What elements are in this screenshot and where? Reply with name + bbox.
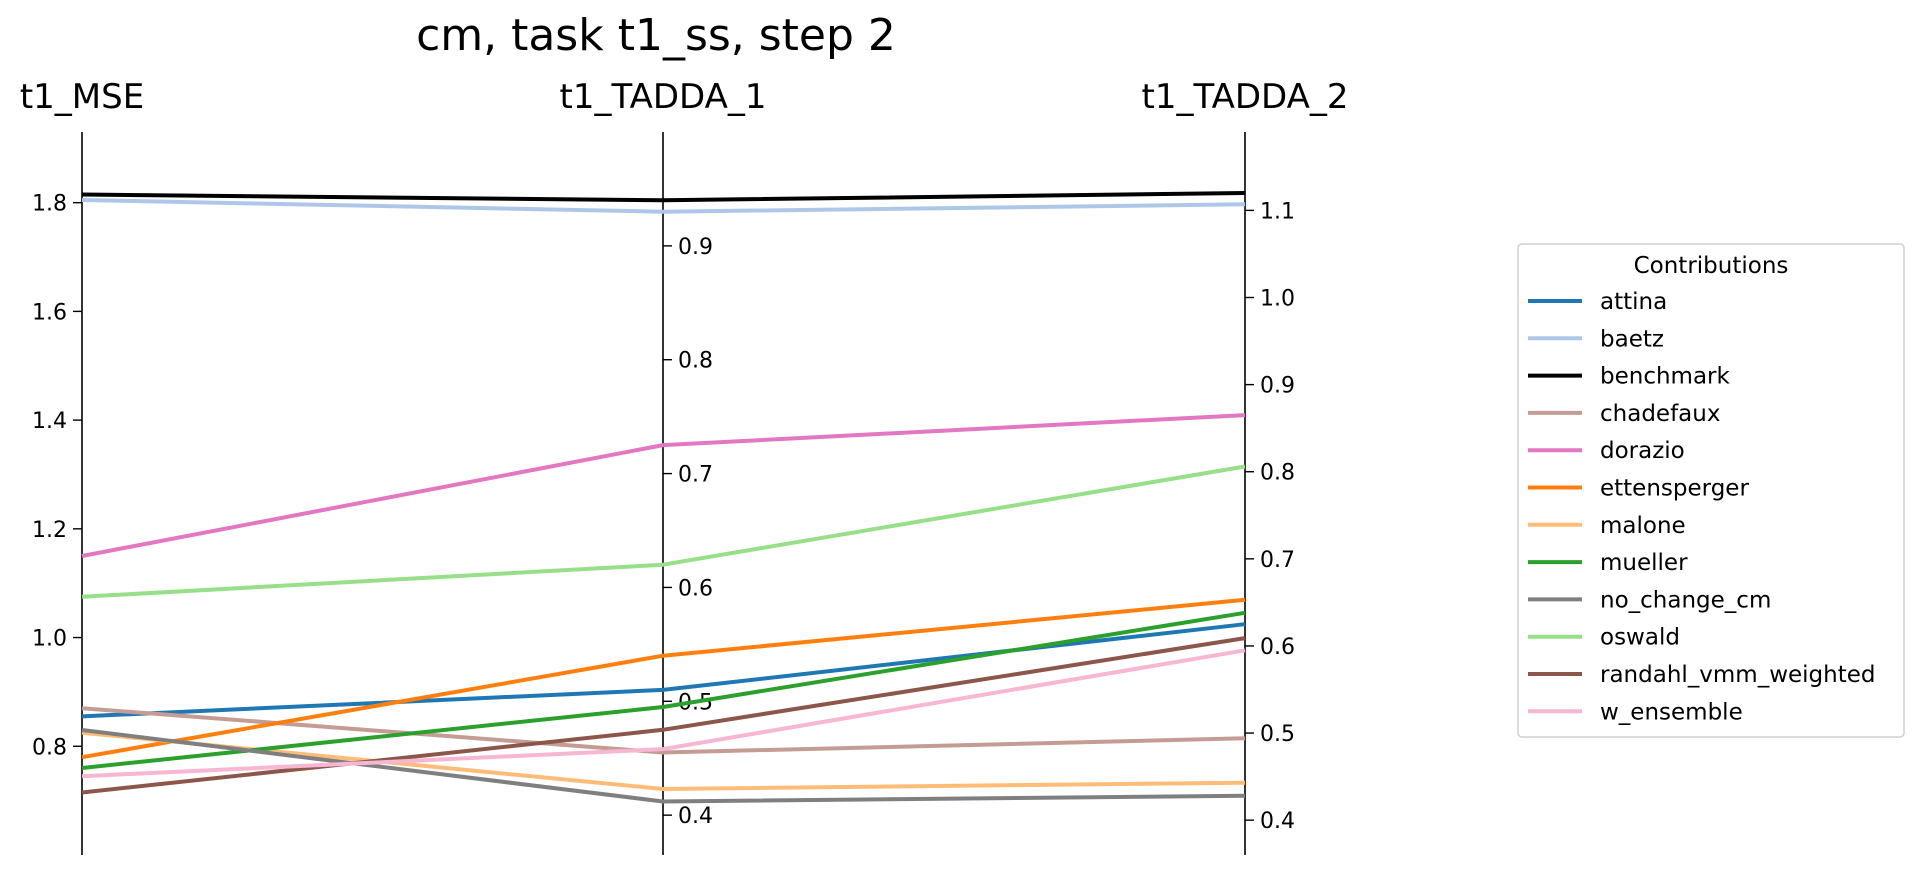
legend-label: randahl_vmm_weighted bbox=[1600, 662, 1876, 688]
tick-label: 0.8 bbox=[32, 735, 67, 760]
legend-label: oswald bbox=[1600, 625, 1680, 651]
tick-label: 1.0 bbox=[1260, 287, 1295, 312]
tick-label: 0.8 bbox=[1260, 461, 1295, 486]
tick-label: 0.5 bbox=[1260, 722, 1295, 747]
legend-frame bbox=[1517, 243, 1905, 738]
tick-label: 0.6 bbox=[1260, 635, 1295, 660]
series-line-mueller bbox=[81, 610, 1246, 770]
series-line-oswald bbox=[81, 464, 1246, 599]
legend-label: ettensperger bbox=[1600, 476, 1749, 502]
axis-label-t1-mse: t1_MSE bbox=[20, 77, 144, 117]
series-line-baetz bbox=[81, 198, 1246, 214]
tick-label: 0.6 bbox=[678, 576, 713, 601]
axes-layer: t1_MSE 0.8 1.0 1.2 1.4 1.6 1.8 t1_TADDA_1 0.4 0.5… bbox=[20, 77, 1349, 855]
legend-items: attina baetz benchmark chadefaux dorazio ette… bbox=[1528, 289, 1876, 725]
legend-title: Contributions bbox=[1634, 253, 1789, 279]
tick-label: 0.4 bbox=[678, 804, 713, 829]
chart-title: cm, task t1_ss, step 2 bbox=[416, 10, 896, 61]
series-line-randahl-vmm-weighted bbox=[81, 636, 1246, 795]
tick-label: 0.7 bbox=[678, 463, 713, 488]
tick-label: 0.9 bbox=[678, 235, 713, 260]
series-line-no-change-cm bbox=[81, 728, 1246, 804]
axis-label-t1-tadda-2: t1_TADDA_2 bbox=[1141, 77, 1348, 117]
legend-label: malone bbox=[1600, 513, 1686, 539]
tick-label: 1.6 bbox=[32, 300, 67, 325]
tick-label: 0.9 bbox=[1260, 374, 1295, 399]
legend-label: w_ensemble bbox=[1600, 699, 1743, 725]
series-line-malone bbox=[81, 730, 1246, 791]
series-line-dorazio bbox=[81, 413, 1246, 558]
tick-label: 0.8 bbox=[678, 349, 713, 374]
legend-label: benchmark bbox=[1600, 364, 1731, 390]
series-line-benchmark bbox=[81, 191, 1246, 203]
legend-label: baetz bbox=[1600, 326, 1664, 352]
series-layer bbox=[81, 191, 1246, 804]
tick-label: 0.7 bbox=[1260, 548, 1295, 573]
legend-label: attina bbox=[1600, 289, 1667, 315]
series-line-w-ensemble bbox=[81, 648, 1246, 779]
legend-label: no_change_cm bbox=[1600, 587, 1771, 613]
tick-label: 1.8 bbox=[32, 192, 67, 217]
series-line-ettensperger bbox=[81, 597, 1246, 760]
tick-label: 1.1 bbox=[1260, 199, 1295, 224]
legend-label: mueller bbox=[1600, 550, 1688, 576]
tick-label: 1.0 bbox=[32, 627, 67, 652]
tick-label: 0.4 bbox=[1260, 809, 1295, 834]
tick-label: 1.4 bbox=[32, 409, 67, 434]
legend-label: chadefaux bbox=[1600, 401, 1720, 427]
legend-label: dorazio bbox=[1600, 438, 1685, 464]
tick-label: 1.2 bbox=[32, 518, 67, 543]
axis-label-t1-tadda-1: t1_TADDA_1 bbox=[559, 77, 766, 117]
legend: Contributions attina baetz benchmark chadef… bbox=[1517, 243, 1905, 738]
